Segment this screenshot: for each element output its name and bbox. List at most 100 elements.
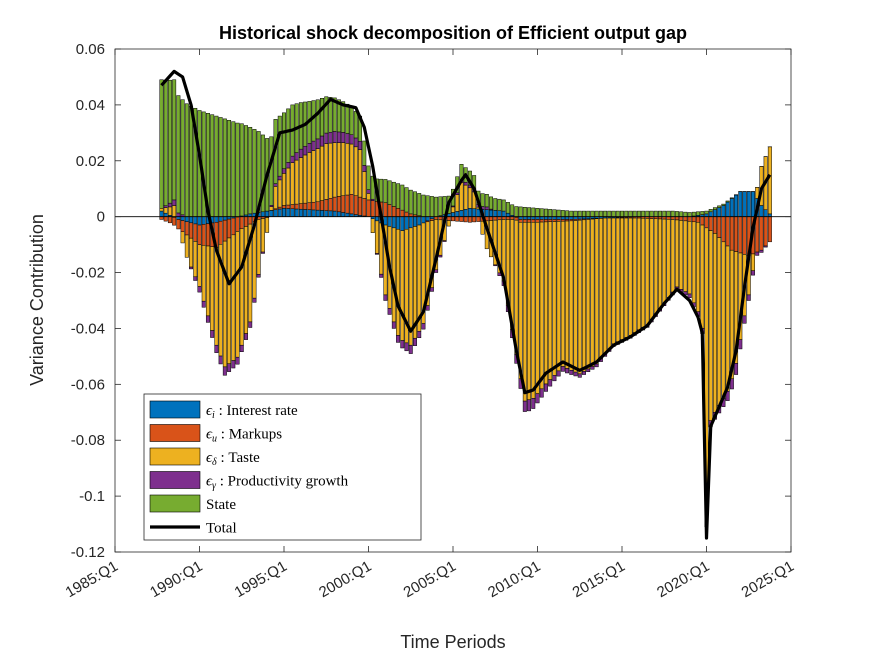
bar-segment-taste <box>717 237 722 406</box>
bar-segment-markups <box>522 219 527 223</box>
bar-segment-taste <box>396 228 401 336</box>
bar-segment-markups <box>755 216 760 253</box>
bar-segment-interest <box>451 212 455 217</box>
bar-segment-productivity <box>586 368 591 372</box>
bar-segment-state <box>425 195 430 217</box>
bar-segment-markups <box>670 216 675 220</box>
bar-segment-state <box>505 202 510 214</box>
bar-segment-taste <box>653 218 658 315</box>
legend-box <box>143 393 422 541</box>
bar-segment-markups <box>159 216 164 220</box>
bar-segment-productivity <box>260 251 265 254</box>
bar-segment-state <box>522 206 527 217</box>
bar-segment-state <box>189 105 194 217</box>
bar-segment-markups <box>290 204 295 209</box>
bar-segment-interest <box>767 213 772 217</box>
bar-segment-taste <box>662 218 667 304</box>
bar-segment-productivity <box>239 344 244 352</box>
bar-segment-productivity <box>256 274 261 278</box>
bar-segment-markups <box>434 216 439 220</box>
bar-segment-productivity <box>311 140 316 151</box>
bar-segment-markups <box>193 223 198 242</box>
bar-segment-state <box>484 194 489 208</box>
bar-segment-state <box>717 205 722 208</box>
bar-segment-interest <box>455 211 460 217</box>
bar-segment-taste <box>560 220 565 367</box>
bar-segment-state <box>315 99 320 140</box>
bar-segment-taste <box>324 143 329 200</box>
bar-segment-state <box>231 121 236 217</box>
bar-segment-taste <box>256 219 261 275</box>
bar-segment-markups <box>277 206 282 210</box>
bar-segment-markups <box>349 194 354 215</box>
bar-segment-taste <box>353 146 358 196</box>
bar-segment-interest <box>201 216 206 225</box>
bar-segment-productivity <box>341 132 346 143</box>
bar-segment-markups <box>400 209 405 217</box>
bar-segment-markups <box>298 203 303 210</box>
bar-segment-productivity <box>379 273 384 278</box>
bar-segment-state <box>577 210 582 217</box>
bar-segment-interest <box>729 198 734 217</box>
bar-segment-productivity <box>535 393 540 404</box>
bar-segment-interest <box>472 208 477 217</box>
bar-segment-markups <box>742 216 747 255</box>
bar-segment-markups <box>167 216 172 224</box>
bar-segment-state <box>607 210 612 217</box>
bar-segment-markups <box>687 216 692 222</box>
bar-segment-interest <box>522 216 527 220</box>
legend-label: ϵδ : Taste <box>206 450 260 468</box>
bar-segment-markups <box>366 199 371 217</box>
bar-segment-taste <box>374 220 379 254</box>
y-tick-label: -0.06 <box>71 376 105 393</box>
bar-segment-productivity <box>366 189 371 194</box>
bar-segment-taste <box>290 162 295 205</box>
bar-segment-state <box>332 97 337 132</box>
bar-segment-taste <box>548 221 553 380</box>
bar-segment-interest <box>197 216 202 226</box>
bar-segment-state <box>543 208 548 217</box>
bar-segment-productivity <box>438 254 443 258</box>
legend-swatch-taste <box>149 447 201 466</box>
bar-segment-interest <box>738 191 743 217</box>
bar-segment-productivity <box>463 182 468 186</box>
bar-segment-state <box>383 179 388 203</box>
bar-segment-interest <box>218 216 223 222</box>
bar-segment-state <box>417 193 422 216</box>
bar-segment-taste <box>362 171 367 199</box>
bar-segment-interest <box>214 216 219 223</box>
bar-segment-taste <box>336 142 341 197</box>
bar-segment-state <box>704 210 709 215</box>
bar-segment-productivity <box>189 266 194 270</box>
bar-segment-taste <box>459 182 464 211</box>
bar-segment-interest <box>269 210 274 217</box>
bar-segment-interest <box>277 208 282 217</box>
bar-segment-markups <box>472 216 477 223</box>
bar-segment-interest <box>294 208 299 217</box>
bar-segment-taste <box>700 224 705 329</box>
bar-segment-productivity <box>421 323 426 330</box>
bar-segment-interest <box>163 212 168 217</box>
bar-segment-productivity <box>214 344 219 353</box>
bar-segment-productivity <box>383 294 388 301</box>
bar-segment-state <box>269 136 274 206</box>
bar-segment-taste <box>345 143 350 196</box>
bar-segment-interest <box>493 210 498 217</box>
bar-segment-state <box>501 199 506 212</box>
bar-segment-taste <box>320 145 325 201</box>
bar-segment-interest <box>750 191 755 217</box>
legend-label: State <box>206 497 236 513</box>
legend-swatch-markups <box>149 424 201 442</box>
bar-segment-interest <box>184 216 189 222</box>
bar-segment-interest <box>286 208 291 217</box>
bar-segment-markups <box>163 216 168 222</box>
bar-segment-state <box>514 206 519 217</box>
bar-segment-taste <box>712 233 717 413</box>
bar-segment-productivity <box>336 131 341 143</box>
bar-segment-markups <box>391 206 396 217</box>
bar-segment-interest <box>341 212 346 217</box>
bar-segment-productivity <box>594 363 599 368</box>
bar-segment-productivity <box>408 344 413 354</box>
bar-segment-state <box>345 103 350 134</box>
bar-segment-productivity <box>374 253 379 255</box>
